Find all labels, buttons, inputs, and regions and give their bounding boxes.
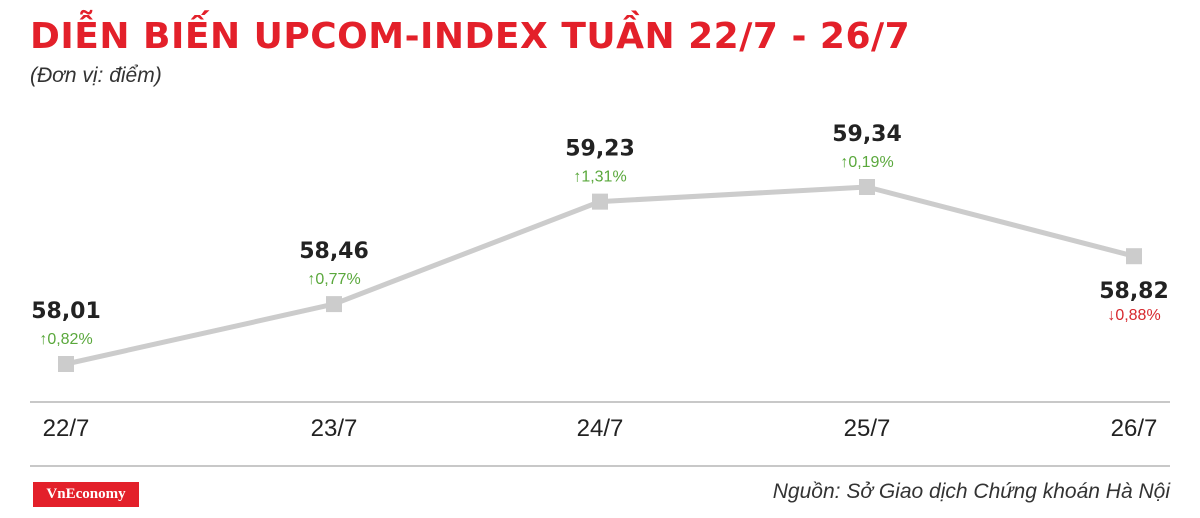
data-point	[58, 356, 74, 372]
x-tick-label: 25/7	[844, 415, 891, 442]
footer-divider	[30, 465, 1170, 467]
x-tick-label: 24/7	[577, 415, 624, 442]
value-label: 59,23	[565, 137, 635, 162]
brand-logo: VnEconomy	[33, 482, 139, 507]
value-label: 58,82	[1099, 279, 1169, 304]
change-label: ↓0,88%	[1107, 307, 1160, 324]
line-chart: 58,01 ↑0,82% 58,46 ↑0,77% 59,23 ↑1,31% 59,34 ↑0…	[30, 122, 1170, 442]
data-point	[859, 179, 875, 195]
x-tick-label: 23/7	[311, 415, 358, 442]
data-point	[592, 193, 608, 210]
change-label: ↑0,82%	[39, 331, 92, 348]
change-label: ↑0,19%	[840, 154, 893, 171]
chart-title: DIỄN BIẾN UPCOM-INDEX TUẦN 22/7 - 26/7	[30, 16, 911, 57]
data-point	[326, 296, 342, 313]
data-point	[1126, 248, 1142, 265]
change-label: ↑0,77%	[307, 271, 360, 288]
value-label: 58,46	[299, 239, 369, 264]
value-label: 58,01	[31, 299, 101, 324]
unit-label: (Đơn vị: điểm)	[30, 64, 162, 87]
x-tick-label: 22/7	[43, 415, 90, 442]
value-label: 59,34	[832, 122, 902, 147]
series-line	[65, 184, 1135, 367]
change-label: ↑1,31%	[573, 169, 626, 186]
x-tick-label: 26/7	[1111, 415, 1158, 442]
source-note: Nguồn: Sở Giao dịch Chứng khoán Hà Nội	[772, 480, 1170, 503]
